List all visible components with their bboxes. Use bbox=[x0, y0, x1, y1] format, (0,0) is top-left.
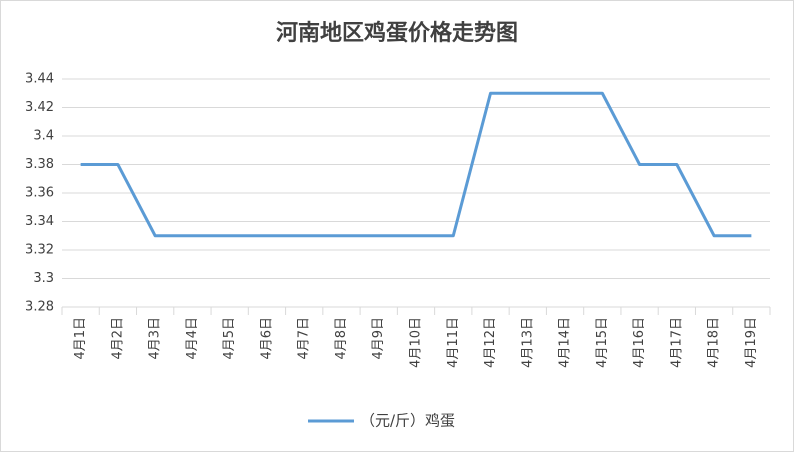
x-tick-label: 4月8日 bbox=[334, 317, 349, 360]
y-tick-label: 3.3 bbox=[33, 271, 54, 286]
x-tick-label: 4月13日 bbox=[520, 317, 535, 368]
x-tick-label: 4月12日 bbox=[483, 317, 498, 368]
x-tick-label: 4月14日 bbox=[558, 317, 573, 368]
x-tick-label: 4月6日 bbox=[259, 317, 274, 360]
y-tick-label: 3.36 bbox=[25, 186, 54, 201]
y-tick-label: 3.4 bbox=[33, 129, 54, 144]
x-tick-label: 4月11日 bbox=[446, 317, 461, 368]
legend-label: （元/斤）鸡蛋 bbox=[360, 412, 455, 430]
x-tick-label: 4月5日 bbox=[222, 317, 237, 360]
x-tick-label: 4月1日 bbox=[73, 317, 88, 360]
x-tick-label: 4月3日 bbox=[148, 317, 163, 360]
y-tick-label: 3.34 bbox=[25, 214, 54, 229]
y-tick-label: 3.42 bbox=[25, 100, 54, 115]
x-tick-label: 4月17日 bbox=[669, 317, 684, 368]
y-tick-label: 3.38 bbox=[25, 157, 54, 172]
y-tick-label: 3.44 bbox=[25, 72, 54, 87]
x-tick-label: 4月7日 bbox=[297, 317, 312, 360]
y-tick-label: 3.32 bbox=[25, 243, 54, 258]
x-tick-label: 4月18日 bbox=[707, 317, 722, 368]
y-tick-label: 3.28 bbox=[25, 300, 54, 315]
data-line bbox=[80, 91, 752, 238]
x-tick-label: 4月2日 bbox=[110, 317, 125, 360]
x-tick-label: 4月19日 bbox=[744, 317, 759, 368]
chart-title: 河南地区鸡蛋价格走势图 bbox=[276, 20, 518, 46]
x-tick-label: 4月15日 bbox=[595, 317, 610, 368]
x-tick-label: 4月9日 bbox=[371, 317, 386, 360]
x-tick-label: 4月10日 bbox=[409, 317, 424, 368]
x-tick-label: 4月4日 bbox=[185, 317, 200, 360]
x-tick-label: 4月16日 bbox=[632, 317, 647, 368]
